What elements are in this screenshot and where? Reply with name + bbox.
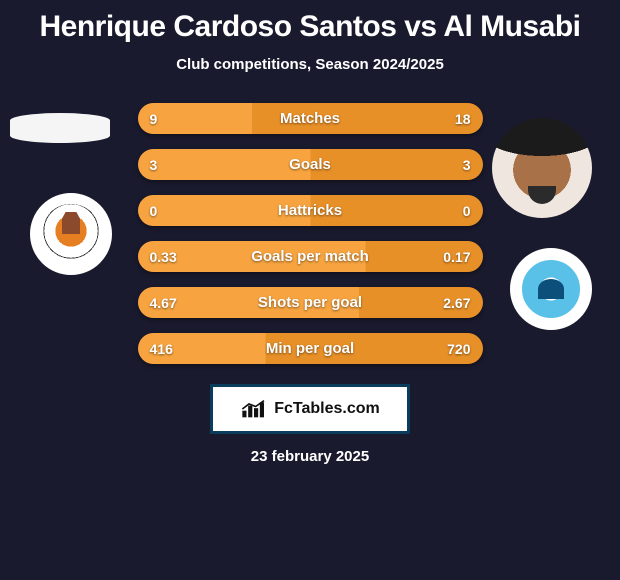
stat-bar: 0 Hattricks 0 xyxy=(138,195,483,226)
stat-bar: 3 Goals 3 xyxy=(138,149,483,180)
comparison-panel: 9 Matches 18 3 Goals 3 0 Hattricks 0 0.33 Goals pe… xyxy=(0,103,620,465)
stat-bar: 416 Min per goal 720 xyxy=(138,333,483,364)
stat-value-right: 18 xyxy=(455,111,471,127)
player-face-icon xyxy=(492,118,592,218)
date-text: 23 february 2025 xyxy=(0,448,620,465)
stat-value-right: 2.67 xyxy=(443,295,470,311)
branding-text: FcTables.com xyxy=(274,400,380,418)
avatar-placeholder-icon xyxy=(10,113,110,143)
stat-bar: 9 Matches 18 xyxy=(138,103,483,134)
stat-label: Matches xyxy=(280,110,340,127)
stat-label: Goals per match xyxy=(251,248,369,265)
stat-value-left: 9 xyxy=(150,111,158,127)
baniyas-logo-icon xyxy=(519,257,583,321)
stat-bars: 9 Matches 18 3 Goals 3 0 Hattricks 0 0.33 Goals pe… xyxy=(138,103,483,364)
stat-value-left: 0 xyxy=(150,203,158,219)
stat-value-right: 3 xyxy=(463,157,471,173)
player-right-avatar xyxy=(492,118,592,218)
stat-label: Min per goal xyxy=(266,340,354,357)
branding-box: FcTables.com xyxy=(210,384,410,434)
stat-value-left: 416 xyxy=(150,341,173,357)
page-title: Henrique Cardoso Santos vs Al Musabi xyxy=(0,0,620,44)
stat-bar: 0.33 Goals per match 0.17 xyxy=(138,241,483,272)
subtitle: Club competitions, Season 2024/2025 xyxy=(0,56,620,73)
chart-icon xyxy=(240,399,268,419)
stat-value-left: 4.67 xyxy=(150,295,177,311)
stat-value-right: 720 xyxy=(447,341,470,357)
stat-label: Goals xyxy=(289,156,331,173)
stat-label: Hattricks xyxy=(278,202,342,219)
club-left-badge xyxy=(30,193,112,275)
ajman-logo-icon xyxy=(41,204,101,264)
club-right-badge xyxy=(510,248,592,330)
stat-value-right: 0 xyxy=(463,203,471,219)
stat-value-left: 0.33 xyxy=(150,249,177,265)
stat-label: Shots per goal xyxy=(258,294,362,311)
stat-bar: 4.67 Shots per goal 2.67 xyxy=(138,287,483,318)
stat-value-left: 3 xyxy=(150,157,158,173)
stat-value-right: 0.17 xyxy=(443,249,470,265)
